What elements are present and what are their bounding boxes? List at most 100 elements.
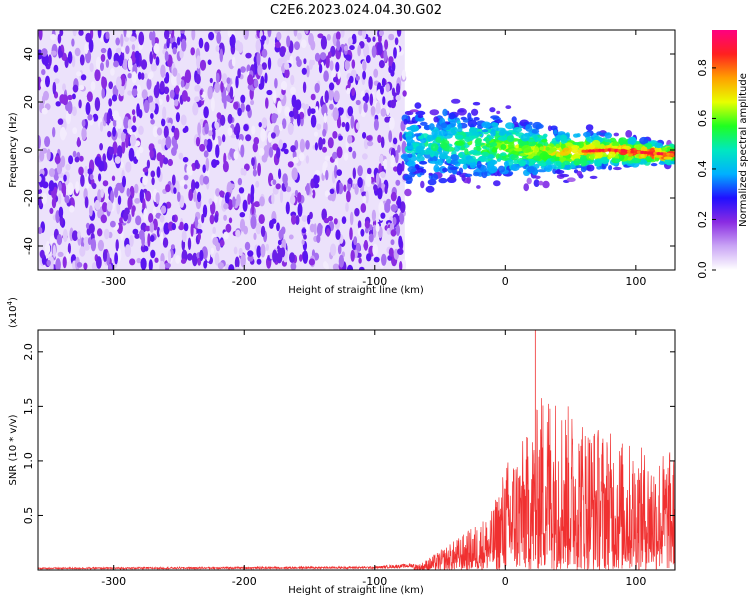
noise-cell (100, 62, 104, 71)
signal-cell (650, 163, 658, 167)
signal-cell (458, 160, 466, 164)
signal-cell (580, 166, 587, 173)
noise-cell (191, 179, 196, 194)
signal-cell (438, 130, 446, 136)
noise-cell (333, 76, 339, 83)
noise-cell (235, 75, 239, 89)
noise-cell (71, 38, 75, 47)
noise-cell (332, 151, 338, 160)
noise-cell (306, 65, 310, 78)
noise-cell (219, 190, 225, 197)
signal-cell (448, 112, 456, 120)
signal-cell (454, 140, 464, 146)
noise-cell (379, 154, 384, 164)
noise-cell (129, 36, 136, 42)
noise-cell (170, 74, 177, 86)
noise-cell (287, 122, 294, 135)
noise-cell (314, 52, 321, 62)
noise-cell (297, 202, 303, 217)
noise-cell (324, 90, 329, 104)
signal-cell (559, 157, 567, 161)
snr-frame (37, 329, 676, 571)
signal-cell (600, 156, 610, 165)
noise-cell (233, 246, 238, 255)
signal-cell (438, 177, 448, 184)
noise-cell (314, 142, 318, 151)
signal-cell (599, 143, 605, 150)
signal-cell (455, 134, 464, 139)
noise-cell (115, 76, 122, 91)
noise-cell (110, 190, 115, 204)
noise-cell (111, 175, 116, 182)
noise-cell (340, 30, 345, 38)
noise-cell (336, 181, 340, 195)
noise-cell (146, 78, 152, 90)
noise-cell (396, 195, 402, 209)
noise-cell (183, 222, 189, 232)
signal-cell (445, 146, 455, 152)
noise-cell (343, 45, 349, 52)
noise-cell (58, 181, 62, 191)
noise-cell (233, 101, 239, 110)
noise-cell (143, 208, 148, 222)
noise-cell (51, 197, 57, 209)
noise-cell (239, 212, 246, 218)
noise-cell (344, 60, 351, 71)
signal-peak-cell (620, 149, 625, 153)
noise-cell (91, 182, 97, 190)
noise-cell (212, 226, 216, 235)
noise-cell (94, 199, 101, 211)
signal-cell (476, 185, 481, 189)
noise-cell (65, 163, 71, 171)
signal-cell (432, 134, 437, 140)
noise-cell (253, 201, 261, 208)
noise-cell (202, 175, 210, 185)
signal-cell (462, 164, 468, 170)
noise-cell (51, 188, 57, 199)
noise-cell (208, 198, 213, 205)
signal-cell (488, 159, 498, 165)
noise-cell (192, 252, 198, 267)
noise-cell (222, 134, 226, 143)
noise-cell (215, 242, 221, 252)
noise-cell (357, 165, 363, 177)
noise-cell (240, 94, 246, 104)
noise-cell (38, 76, 42, 91)
noise-cell (379, 30, 384, 37)
signal-cell (613, 166, 622, 171)
signal-peak-cell (659, 152, 665, 156)
noise-cell (89, 62, 94, 73)
noise-cell (258, 83, 264, 90)
noise-cell (193, 189, 197, 202)
noise-cell (309, 108, 316, 114)
noise-cell (187, 253, 193, 261)
signal-cell (490, 129, 496, 137)
noise-cell (164, 51, 169, 62)
noise-cell (63, 174, 67, 182)
noise-cell (194, 216, 199, 229)
noise-cell (373, 68, 379, 78)
noise-cell (183, 174, 189, 181)
signal-cell (566, 177, 576, 182)
signal-cell (550, 158, 556, 162)
noise-cell (360, 228, 365, 237)
noise-cell (204, 41, 210, 52)
noise-cell (71, 106, 77, 117)
signal-cell (415, 110, 426, 116)
noise-cell (140, 59, 148, 70)
signal-cell (418, 135, 424, 140)
spectrogram-x-tick-label: 0 (502, 275, 509, 288)
noise-cell (316, 123, 322, 130)
noise-cell (221, 73, 228, 84)
noise-cell (258, 122, 262, 128)
snr-x-axis: -300 -200 -100 0 100 (101, 330, 646, 588)
signal-peak-cell (604, 148, 609, 152)
noise-cell (81, 119, 86, 127)
noise-cell (274, 78, 278, 89)
noise-cell (355, 99, 361, 106)
signal-cell (585, 144, 596, 150)
signal-cell (585, 124, 594, 131)
noise-cell (323, 70, 329, 82)
noise-cell (372, 243, 379, 256)
